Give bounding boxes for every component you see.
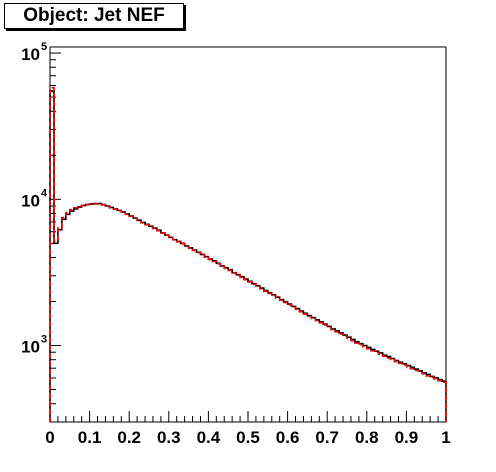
chart-title: Object: Jet NEF (4, 3, 184, 29)
x-tick-label: 1 (441, 428, 450, 447)
series-layer (49, 86, 447, 422)
x-tick-label: 0.4 (197, 428, 221, 447)
x-tick-label: 0.2 (117, 428, 141, 447)
x-tick-label: 0.3 (157, 428, 181, 447)
x-tick-label: 0 (45, 428, 54, 447)
x-tick-label: 0.5 (236, 428, 260, 447)
x-tick-label: 0.8 (355, 428, 379, 447)
x-tick-label: 0.6 (276, 428, 300, 447)
y-tick-exponent: 3 (41, 334, 47, 346)
histogram-dashed-series (49, 86, 447, 422)
y-tick-exponent: 4 (41, 187, 48, 199)
plot-frame (49, 46, 447, 423)
y-tick-label: 10 (21, 338, 40, 357)
x-tick-label: 0.1 (78, 428, 102, 447)
x-tick-label: 0.7 (315, 428, 339, 447)
y-tick-label: 10 (21, 45, 40, 64)
x-tick-label: 0.9 (395, 428, 419, 447)
y-tick-exponent: 5 (41, 41, 47, 53)
y-tick-label: 10 (21, 191, 40, 210)
